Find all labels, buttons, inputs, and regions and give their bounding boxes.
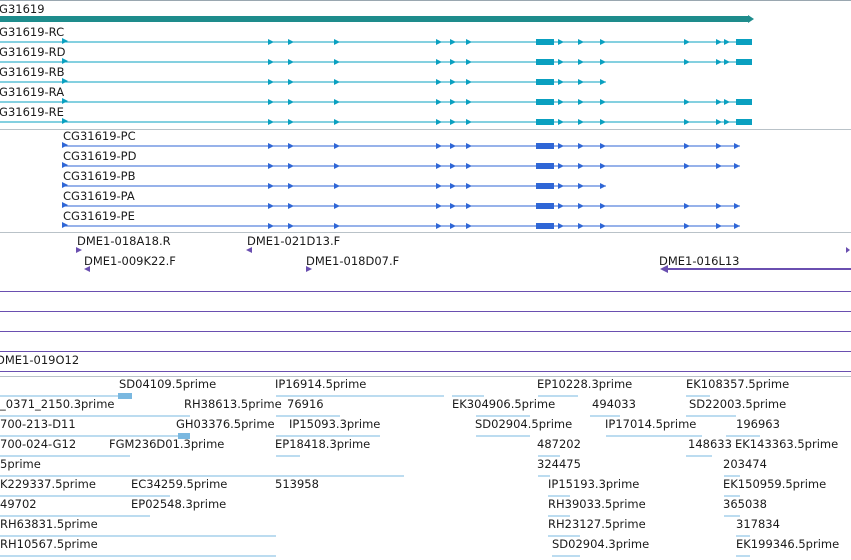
clone-label[interactable]: DME1-009K22.F [84,254,176,268]
est-glyphs[interactable] [0,393,760,557]
est-label[interactable]: EK150959.5prime [723,477,827,491]
est-label[interactable]: RH39033.5prime [548,497,646,511]
protein-glyphs[interactable] [62,143,740,229]
est-label[interactable]: RH38613.5prime [184,397,282,411]
clone-track-line [0,351,851,352]
est-label[interactable]: 700-024-G12 [0,437,77,451]
est-label[interactable]: GH03376.5prime [176,417,275,431]
track-divider [0,232,851,233]
clone-label[interactable]: DME1-018D07.F [306,254,400,268]
protein-label[interactable]: CG31619-PB [63,169,136,183]
protein-label[interactable]: CG31619-PE [63,209,135,223]
transcript-exon-arrows [62,38,730,125]
protein-exon-arrows [62,142,740,229]
clone-track-line [0,331,851,332]
est-label[interactable]: RH63831.5prime [0,517,98,531]
clone-label[interactable]: DME1-016L13 [659,254,740,268]
est-label[interactable]: FGM236D01.3prime [109,437,225,451]
est-label[interactable]: 513958 [275,477,319,491]
clone-label[interactable]: DME1-019O12 [0,353,80,367]
est-label[interactable]: IP15093.3prime [289,417,381,431]
est-label[interactable]: SD02904.3prime [552,537,650,551]
est-label[interactable]: EK304906.5prime [452,397,556,411]
clone-track-line [0,371,851,372]
est-label[interactable]: 49702 [0,497,37,511]
transcript-glyphs[interactable] [0,39,752,125]
est-label[interactable]: 196963 [736,417,780,431]
transcript-label[interactable]: CG31619-RC [0,25,65,39]
clone-track-line [0,311,851,312]
track-divider [0,376,851,377]
est-label[interactable]: EK199346.5prime [736,537,840,551]
est-label[interactable]: IP16914.5prime [275,377,367,391]
est-label[interactable]: 494033 [592,397,636,411]
clone-label[interactable]: DME1-021D13.F [247,234,341,248]
est-label[interactable]: 700-213-D11 [0,417,76,431]
est-label[interactable]: 317834 [736,517,780,531]
protein-label[interactable]: CG31619-PD [63,149,137,163]
est-label[interactable]: _0371_2150.3prime [0,397,115,411]
gene-glyph[interactable] [0,15,754,23]
est-label[interactable]: EP10228.3prime [537,377,633,391]
clone-glyphs[interactable] [76,247,851,273]
est-label[interactable]: EK108357.5prime [686,377,790,391]
transcript-label[interactable]: CG31619-RB [0,65,65,79]
est-label[interactable]: IP15193.3prime [548,477,640,491]
clone-label[interactable]: DME1-018A18.R [77,234,171,248]
protein-label[interactable]: CG31619-PC [63,129,136,143]
est-label[interactable]: EP02548.3prime [131,497,227,511]
transcript-label[interactable]: CG31619-RE [0,105,64,119]
transcript-label[interactable]: CG31619-RA [0,85,65,99]
est-label[interactable]: 487202 [537,437,581,451]
transcript-label[interactable]: CG31619-RD [0,45,66,59]
est-label[interactable]: SD04109.5prime [119,377,217,391]
est-label[interactable]: RH10567.5prime [0,537,98,551]
est-label[interactable]: RH23127.5prime [548,517,646,531]
est-label[interactable]: IP17014.5prime [605,417,697,431]
est-label[interactable]: EK143363.5prime [735,437,839,451]
est-label[interactable]: 5prime [0,457,41,471]
est-label[interactable]: 365038 [723,497,767,511]
top-border [0,0,851,1]
est-label[interactable]: K229337.5prime [0,477,96,491]
est-label[interactable]: EP18418.3prime [275,437,371,451]
est-label[interactable]: EC34259.5prime [131,477,228,491]
gene-label[interactable]: CG31619 [0,2,45,16]
est-label[interactable]: SD02904.5prime [475,417,573,431]
clone-track-line [0,291,851,292]
est-label[interactable]: 203474 [723,457,767,471]
protein-label[interactable]: CG31619-PA [63,189,135,203]
est-label[interactable]: 324475 [537,457,581,471]
est-label[interactable]: SD22003.5prime [689,397,787,411]
track-divider [0,129,851,130]
est-label[interactable]: 76916 [287,397,324,411]
est-label[interactable]: 148633 [688,437,732,451]
